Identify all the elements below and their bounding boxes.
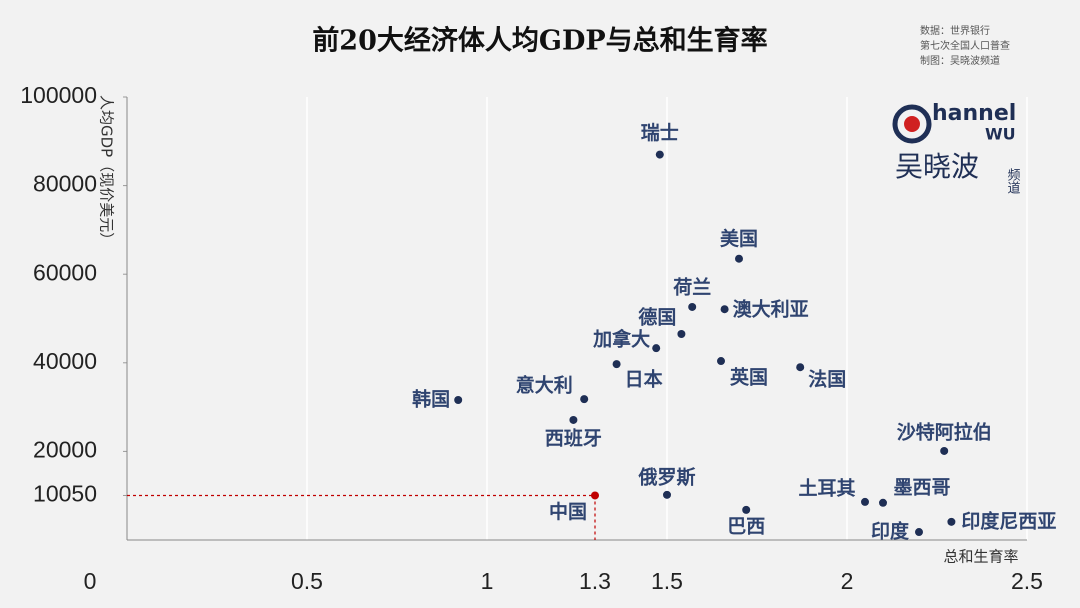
y-tick-label: 100000 [20,82,97,108]
point [612,360,621,369]
point [717,357,725,366]
point [947,517,956,526]
x-tick-label: 2.5 [1011,568,1043,594]
logo-suffix: 频道 [1005,168,1021,194]
point [940,446,949,455]
x-tick-label: 1.3 [579,568,611,594]
point-label: 瑞士 [641,121,679,144]
y-tick-label: 10050 [33,481,97,507]
point-label: 意大利 [516,374,573,397]
point-label: 印度 [871,520,910,543]
point-label: 中国 [549,500,587,523]
point-label: 印度尼西亚 [961,509,1056,532]
point [879,498,887,507]
point-label: 巴西 [727,515,765,537]
x-tick-label: 0 [84,568,97,594]
x-tick-label: 2 [841,568,854,594]
point-label: 荷兰 [673,275,711,298]
point-label: 沙特阿拉伯 [897,420,992,443]
point-label: 日本 [625,368,663,391]
y-tick-label: 80000 [33,171,97,197]
x-tick-label: 0.5 [291,568,323,594]
point-label: 美国 [720,227,758,250]
point [796,363,805,372]
point [688,302,697,311]
point [655,150,664,159]
y-tick-label: 60000 [33,259,97,285]
point-label: 西班牙 [545,426,602,449]
point [720,305,729,314]
source: 制图：吴晓波频道 [920,54,1000,67]
point [580,395,589,404]
point-label: 加拿大 [592,328,650,351]
point [663,490,671,499]
point-label: 英国 [730,366,768,389]
point [569,415,578,424]
x-tick-label: 1.5 [651,568,683,594]
point [742,505,751,514]
source: 数据：世界银行 [920,24,990,37]
point-label: 韩国 [412,388,450,411]
y-axis-label: 人均GDP（现价美元） [98,95,116,247]
point [454,396,463,405]
point-label: 墨西哥 [893,476,950,498]
logo-dot [904,116,920,132]
point-label: 法国 [808,368,846,391]
point-label: 德国 [638,306,676,329]
point-label: 俄罗斯 [637,465,695,488]
y-tick-label: 20000 [33,436,97,462]
x-tick-label: 1 [481,568,494,594]
logo-ring [892,104,932,144]
point-label: 土耳其 [798,477,855,499]
y-tick-label: 40000 [33,348,97,374]
logo-name: 吴晓波 [895,150,979,183]
point [677,330,686,339]
point [735,254,743,263]
logo-text: hannel [932,101,1016,126]
logo: hannel WU 吴晓波 频道 [892,101,1021,194]
logo-text: WU [985,125,1016,144]
point [591,491,599,500]
source: 第七次全国人口普查 [920,39,1010,52]
x-axis-label: 总和生育率 [943,548,1018,566]
chart-title: 前20大经济体人均GDP与总和生育率 [312,25,767,57]
point [915,528,923,537]
point [652,344,661,353]
point [861,497,869,506]
point-label: 澳大利亚 [733,298,809,321]
